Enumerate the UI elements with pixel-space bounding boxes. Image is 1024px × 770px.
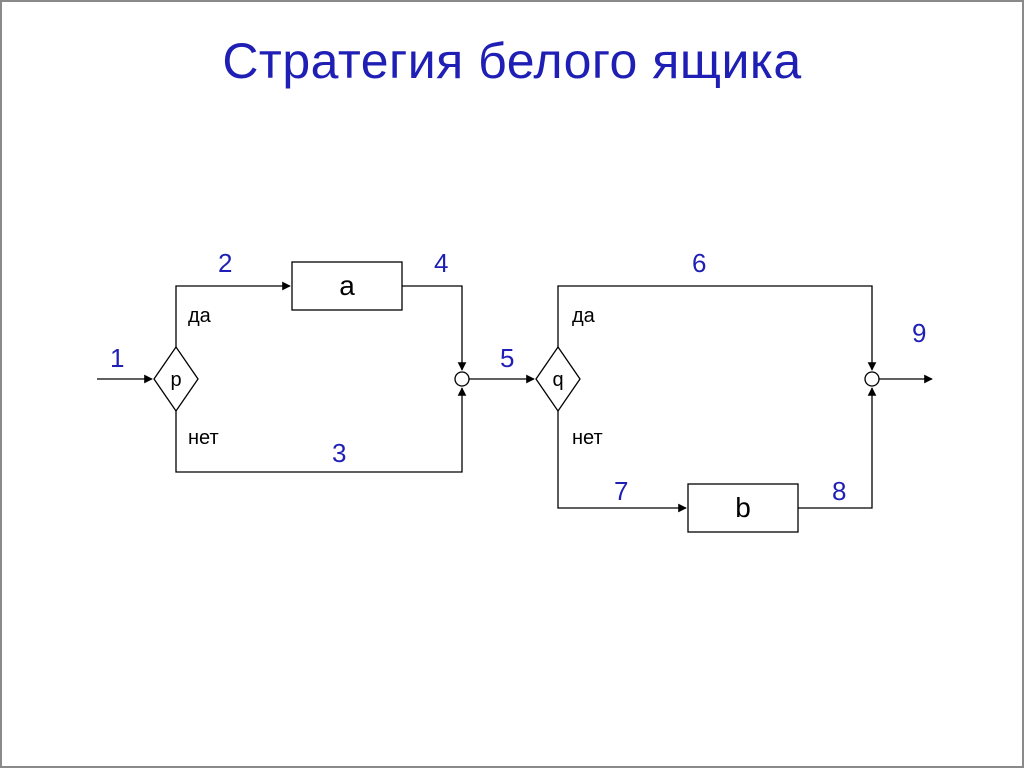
branch-p-no: нет (188, 427, 219, 449)
edge-label-3: 3 (332, 438, 346, 468)
branch-p-yes: да (188, 305, 212, 327)
edge-6 (558, 286, 872, 370)
node-p: p (154, 347, 198, 411)
slide-frame: Стратегия белого ящика p (0, 0, 1024, 768)
edge-label-1: 1 (110, 343, 124, 373)
edge-label-4: 4 (434, 248, 448, 278)
edge-label-7: 7 (614, 476, 628, 506)
edges (97, 286, 932, 508)
edge-label-5: 5 (500, 343, 514, 373)
branch-q-no: нет (572, 427, 603, 449)
edge-4 (402, 286, 462, 370)
nodes: p a q b (154, 262, 879, 532)
edge-label-8: 8 (832, 476, 846, 506)
flowchart-diagram: p a q b 1 2 3 (2, 2, 1024, 770)
node-junction-1 (455, 372, 469, 386)
edge-number-labels: 1 2 3 4 5 6 7 8 9 (110, 248, 926, 506)
node-junction-2 (865, 372, 879, 386)
edge-label-9: 9 (912, 318, 926, 348)
edge-3 (176, 388, 462, 472)
node-q-label: q (552, 369, 563, 391)
branch-q-yes: да (572, 305, 596, 327)
node-q: q (536, 347, 580, 411)
node-a: a (292, 262, 402, 310)
node-b: b (688, 484, 798, 532)
node-b-label: b (735, 492, 751, 523)
edge-label-6: 6 (692, 248, 706, 278)
node-a-label: a (339, 270, 355, 301)
node-p-label: p (170, 369, 181, 391)
edge-label-2: 2 (218, 248, 232, 278)
